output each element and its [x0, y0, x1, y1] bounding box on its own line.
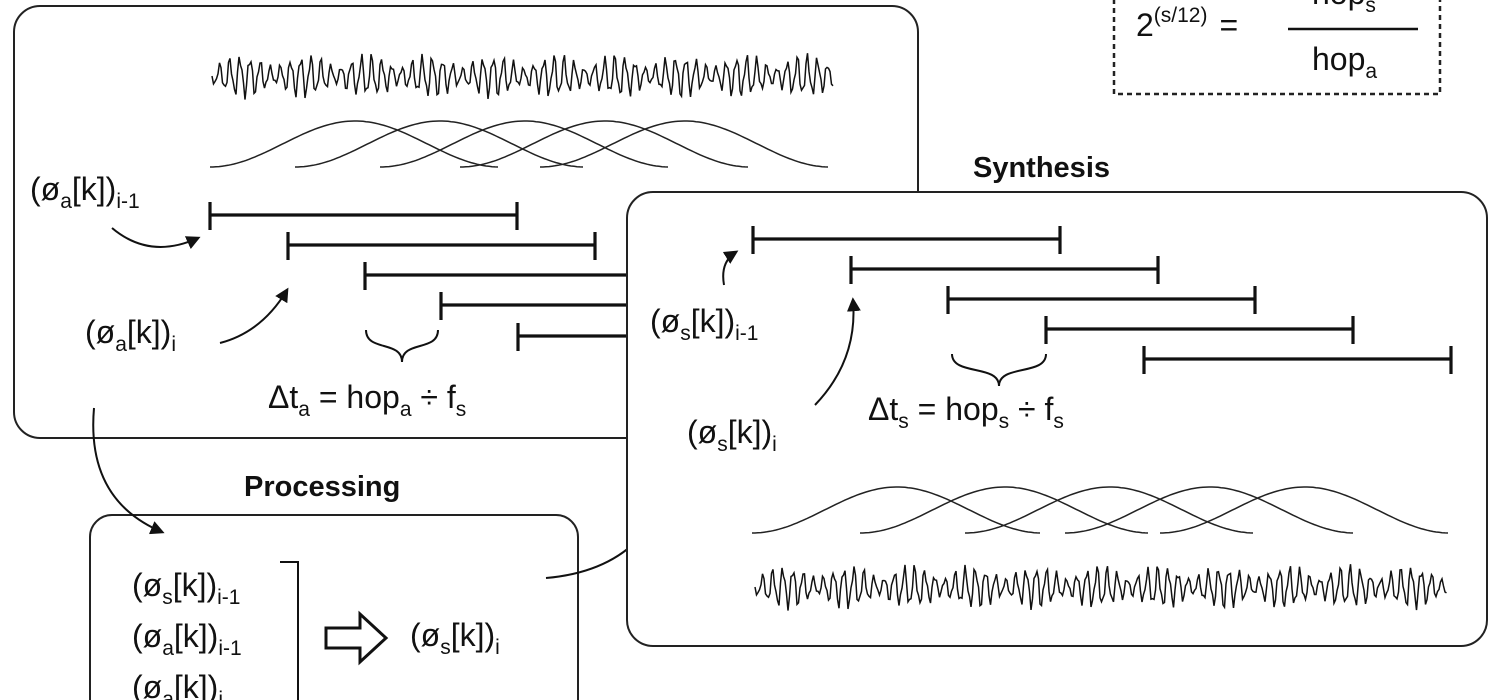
processing-arrow-icon: [324, 610, 389, 666]
analysis-phase-prev-label: (øa[k])i-1: [30, 171, 140, 213]
analysis-waveform: [211, 53, 834, 100]
pitch-shift-formula: 2(s/12)= hops hopa: [1112, 0, 1442, 96]
synthesis-frame-bar-5: [1142, 346, 1453, 374]
synthesis-frame-bars: [751, 226, 1453, 374]
window-curve-5: [540, 120, 829, 168]
processing-input-bracket: [280, 561, 299, 700]
processing-panel: Processing (øs[k])i-1 (øa[k])i-1 (øa[k])…: [89, 471, 579, 700]
synthesis-delta-label: Δts = hops ÷ fs: [868, 391, 1064, 433]
analysis-phase-curr-label: (øa[k])i: [85, 314, 176, 356]
processing-input-3: (øa[k])i: [132, 669, 223, 700]
processing-input-1: (øs[k])i-1: [132, 567, 240, 609]
synthesis-prev-arrow: [722, 250, 739, 286]
analysis-frame-bar-2: [286, 232, 597, 260]
analysis-frame-bars: [208, 202, 650, 351]
formula-denominator: hopa: [1312, 41, 1377, 83]
synthesis-title: Synthesis: [973, 152, 1110, 184]
analysis-window-curves: [210, 120, 829, 168]
synthesis-waveform: [754, 564, 1447, 611]
window-curve-5: [1160, 486, 1449, 534]
synthesis-hop-brace: [951, 353, 1047, 387]
synthesis-phase-prev-label: (øs[k])i-1: [650, 303, 758, 345]
synthesis-frame-bar-1: [751, 226, 1062, 254]
synthesis-frame-bar-3: [946, 286, 1257, 314]
synthesis-frame-bar-4: [1044, 316, 1355, 344]
formula-lhs: 2(s/12) =: [1136, 4, 1238, 43]
analysis-delta-label: Δta = hopa ÷ fs: [268, 379, 466, 421]
analysis-to-processing-arrow: [92, 407, 165, 535]
window-curve-1: [210, 120, 499, 168]
window-curve-2: [860, 486, 1149, 534]
window-curve-4: [460, 120, 749, 168]
synthesis-window-curves: [752, 486, 1449, 534]
window-curve-4: [1065, 486, 1354, 534]
window-curve-3: [380, 120, 669, 168]
processing-input-2: (øa[k])i-1: [132, 618, 242, 660]
processing-box: [89, 514, 579, 700]
synthesis-curr-arrow: [814, 297, 861, 406]
analysis-frame-bar-4: [439, 292, 650, 320]
analysis-hop-brace: [365, 329, 439, 363]
synthesis-panel: Synthesis (øs[k])i-1 (øs[k])i Δts = hops…: [626, 152, 1488, 647]
window-curve-2: [295, 120, 584, 168]
synthesis-frame-bar-2: [849, 256, 1160, 284]
window-curve-1: [752, 486, 1041, 534]
analysis-frame-bar-1: [208, 202, 519, 230]
formula-numerator: hops: [1312, 0, 1376, 17]
window-curve-3: [965, 486, 1254, 534]
processing-output: (øs[k])i: [410, 617, 500, 659]
analysis-frame-bar-3: [363, 262, 650, 290]
synthesis-box: [626, 191, 1488, 647]
formula-dashed-box: [1112, 0, 1442, 96]
analysis-curr-arrow: [219, 287, 289, 344]
analysis-prev-arrow: [111, 227, 201, 250]
synthesis-phase-curr-label: (øs[k])i: [687, 414, 777, 456]
processing-title: Processing: [244, 471, 400, 503]
